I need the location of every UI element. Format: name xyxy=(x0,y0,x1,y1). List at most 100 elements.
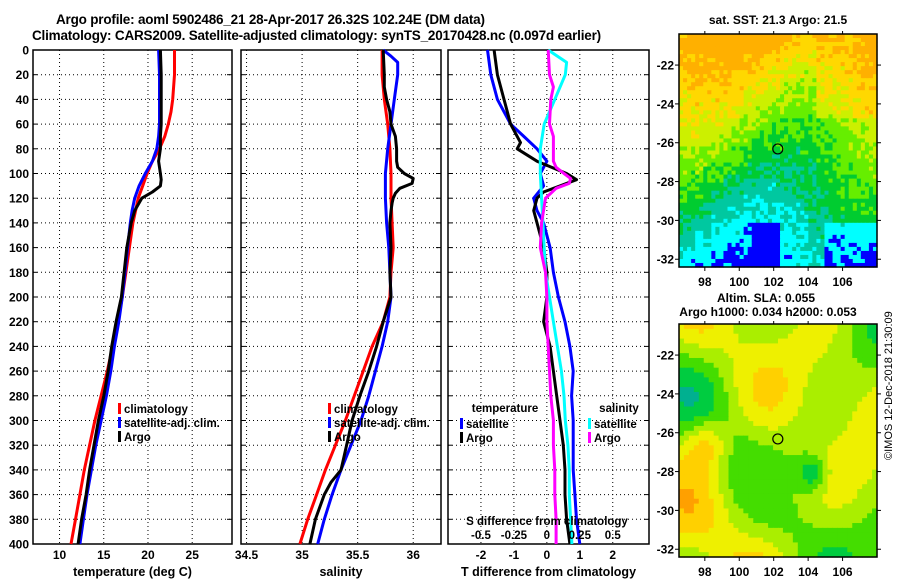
map-cell xyxy=(792,130,797,136)
map-cell xyxy=(816,94,822,99)
map-cell xyxy=(763,430,769,437)
map-cell xyxy=(800,194,805,200)
map-cell xyxy=(812,194,817,200)
map-cell xyxy=(715,238,721,244)
map-cell xyxy=(852,58,858,63)
map-cell xyxy=(703,372,710,378)
map-cell xyxy=(792,493,799,500)
map-cell xyxy=(856,222,862,228)
map-cell xyxy=(837,469,843,476)
map-y-tick-label: -28 xyxy=(657,175,675,189)
map-cell xyxy=(872,362,878,369)
map-cell xyxy=(747,250,753,256)
map-cell xyxy=(817,406,824,412)
map-cell xyxy=(848,226,854,232)
map-cell xyxy=(767,82,773,87)
map-cell xyxy=(817,498,824,505)
map-cell xyxy=(723,532,730,539)
map-cell xyxy=(759,110,765,115)
map-cell xyxy=(733,362,739,369)
map-cell xyxy=(778,406,784,412)
map-cell xyxy=(735,254,741,260)
map-cell xyxy=(683,242,688,248)
map-cell xyxy=(693,445,700,451)
map-cell xyxy=(735,54,741,59)
map-cell xyxy=(812,202,817,208)
map-cell xyxy=(703,537,710,544)
map-cell xyxy=(808,182,813,188)
map-cell xyxy=(723,138,729,144)
map-cell xyxy=(738,382,744,388)
map-cell xyxy=(758,503,764,510)
map-cell xyxy=(844,250,850,256)
map-cell xyxy=(698,523,705,529)
map-cell xyxy=(800,142,805,148)
map-cell xyxy=(733,435,739,442)
map-cell xyxy=(817,455,824,461)
map-cell xyxy=(771,122,777,127)
map-cell xyxy=(679,440,685,446)
map-cell xyxy=(723,182,729,188)
map-cell xyxy=(788,210,793,216)
map-cell xyxy=(860,210,866,216)
map-cell xyxy=(731,246,737,252)
map-cell xyxy=(723,130,729,136)
map-cell xyxy=(683,387,690,393)
map-cell xyxy=(753,464,759,471)
map-cell xyxy=(788,150,793,156)
map-cell xyxy=(755,218,761,224)
map-cell xyxy=(703,527,710,534)
map-cell xyxy=(820,182,826,188)
map-cell xyxy=(822,459,829,466)
map-cell xyxy=(758,464,764,471)
map-cell xyxy=(691,262,696,268)
map-cell xyxy=(739,110,745,115)
map-cell xyxy=(708,387,715,393)
map-cell xyxy=(771,162,777,168)
map-cell xyxy=(824,78,830,83)
map-cell xyxy=(807,328,814,335)
map-cell xyxy=(687,166,692,172)
map-cell xyxy=(872,328,878,335)
map-cell xyxy=(691,114,696,119)
map-cell xyxy=(797,333,804,340)
map-cell xyxy=(792,170,797,176)
map-cell xyxy=(820,230,826,236)
map-cell xyxy=(796,246,801,252)
map-cell xyxy=(788,130,793,136)
map-cell xyxy=(778,498,784,505)
map-cell xyxy=(797,527,804,534)
map-cell xyxy=(812,178,817,184)
map-cell xyxy=(808,198,813,204)
map-cell xyxy=(743,421,749,427)
map-cell xyxy=(747,130,753,136)
map-cell xyxy=(778,387,784,393)
map-cell xyxy=(747,174,753,180)
map-cell xyxy=(867,542,873,548)
map-cell xyxy=(872,190,878,196)
map-cell xyxy=(751,202,757,208)
map-cell xyxy=(758,401,764,408)
map-cell xyxy=(796,34,801,39)
map-cell xyxy=(775,94,781,99)
map-cell xyxy=(832,154,838,160)
map-cell xyxy=(687,34,692,39)
map-cell xyxy=(872,391,878,398)
map-cell xyxy=(723,242,729,248)
map-cell xyxy=(864,226,870,232)
map-cell xyxy=(820,194,826,200)
map-cell xyxy=(797,489,804,495)
map-cell xyxy=(832,150,838,156)
map-cell xyxy=(719,94,725,99)
map-cell xyxy=(743,425,749,432)
map-cell xyxy=(864,102,870,107)
map-cell xyxy=(852,74,858,79)
map-cell xyxy=(743,333,749,340)
map-cell xyxy=(832,46,838,51)
map-cell xyxy=(824,50,830,55)
map-cell xyxy=(743,82,749,87)
map-cell xyxy=(792,230,797,236)
map-cell xyxy=(832,518,838,524)
map-cell xyxy=(792,246,797,252)
map-cell xyxy=(679,242,684,248)
